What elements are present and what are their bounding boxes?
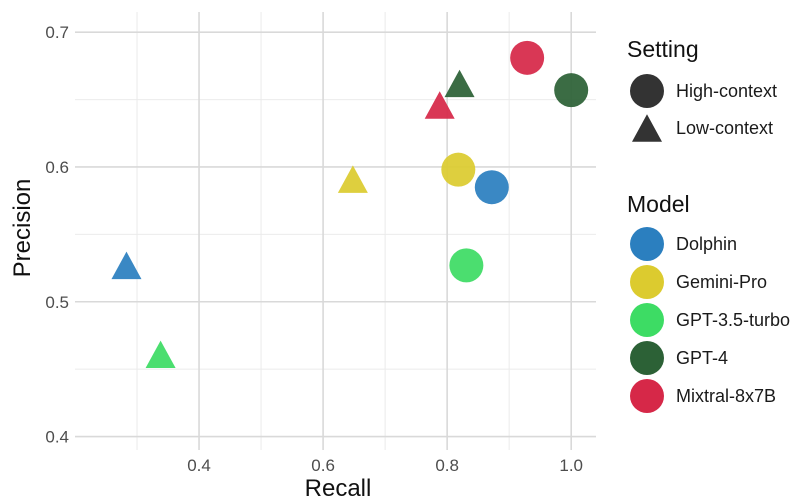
data-points	[111, 40, 589, 369]
point-gemini-pro-high-context	[441, 152, 476, 187]
point-dolphin-high-context	[474, 170, 509, 205]
x-tick-label: 0.4	[187, 456, 211, 475]
y-tick-label: 0.4	[45, 428, 69, 447]
legend-model-swatch-icon	[630, 227, 664, 261]
legend-model: Model Dolphin Gemini-Pro GPT-3.5-turbo GPT-…	[627, 191, 790, 413]
legend-setting: Setting High-context Low-context	[627, 36, 777, 142]
point-gpt-4-high-context	[554, 73, 589, 108]
x-tick-label: 0.6	[311, 456, 335, 475]
x-tick-label: 1.0	[559, 456, 583, 475]
legend-model-label: GPT-4	[676, 348, 728, 368]
legend-model-label: GPT-3.5-turbo	[676, 310, 790, 330]
point-dolphin-low-context	[111, 251, 142, 280]
y-axis-title: Precision	[9, 179, 36, 278]
legend-model-label: Dolphin	[676, 234, 737, 254]
legend-setting-label: Low-context	[676, 118, 773, 138]
legend-model-swatch-icon	[630, 341, 664, 375]
legend-model-swatch-icon	[630, 303, 664, 337]
legend-model-label: Gemini-Pro	[676, 272, 767, 292]
axis-ticks: 0.4 0.6 0.8 1.0 0.4 0.5 0.6 0.7	[45, 23, 583, 475]
legend-model-swatch-icon	[630, 265, 664, 299]
legend-model-label: Mixtral-8x7B	[676, 386, 776, 406]
y-tick-label: 0.6	[45, 158, 69, 177]
x-axis-title: Recall	[305, 475, 372, 498]
point-gemini-pro-low-context	[337, 165, 368, 193]
legend-model-title: Model	[627, 191, 690, 217]
point-gpt-3-5-turbo-high-context	[449, 248, 484, 283]
legend-setting-circle-icon	[630, 74, 664, 108]
legend-setting-label: High-context	[676, 81, 777, 101]
legend-setting-triangle-icon	[632, 114, 662, 142]
point-gpt-3-5-turbo-low-context	[145, 340, 176, 369]
y-tick-label: 0.5	[45, 293, 69, 312]
legend-setting-title: Setting	[627, 36, 699, 62]
point-gpt-4-low-context	[444, 69, 475, 98]
y-tick-label: 0.7	[45, 23, 69, 42]
legend-model-swatch-icon	[630, 379, 664, 413]
point-mixtral-8x7b-high-context	[510, 40, 545, 75]
x-tick-label: 0.8	[435, 456, 459, 475]
grid	[75, 12, 596, 450]
point-mixtral-8x7b-low-context	[424, 91, 455, 119]
